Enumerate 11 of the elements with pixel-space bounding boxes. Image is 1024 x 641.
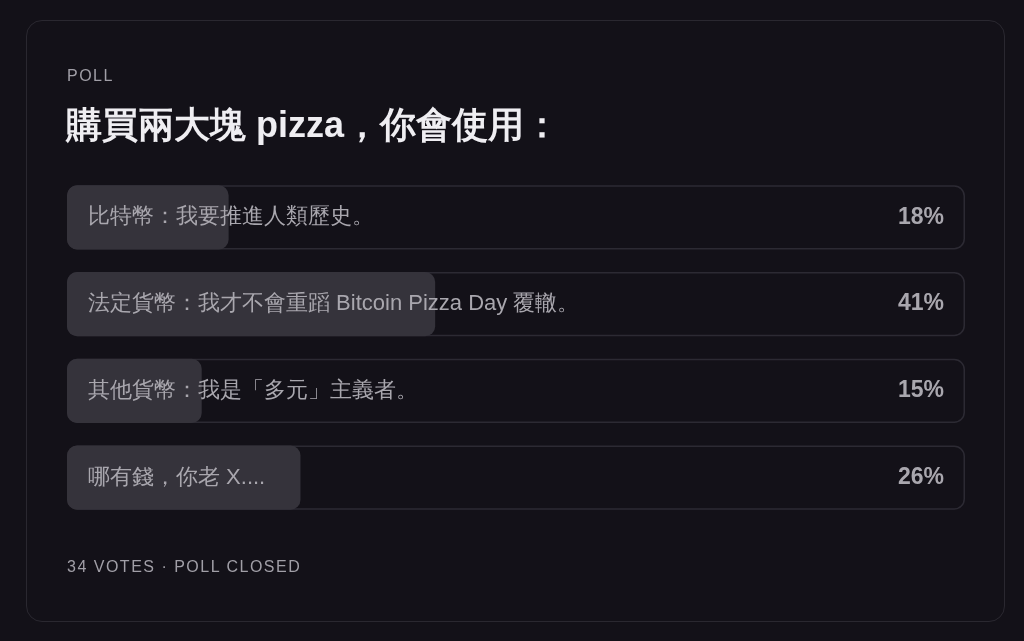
text: POLL [67, 67, 114, 85]
chart-title: 購買兩大塊 pizza，你會使用： [66, 103, 561, 147]
y-tick-label: 法定貨幣：我才不會重蹈 Bitcoin Pizza Day 覆轍。 [88, 290, 580, 316]
data-label: 15% [897, 376, 944, 403]
data-label: 41% [897, 289, 944, 316]
y-tick-label: 其他貨幣：我是「多元」主義者。 [88, 376, 418, 402]
y-tick-label: 哪有錢，你老 X.... [88, 463, 266, 489]
data-label: 26% [897, 462, 944, 489]
data-label: 18% [897, 202, 944, 229]
y-tick-label: 比特幣：我要推進人類歷史。 [88, 203, 374, 229]
text: 34 VOTES · POLL CLOSED [67, 558, 302, 576]
